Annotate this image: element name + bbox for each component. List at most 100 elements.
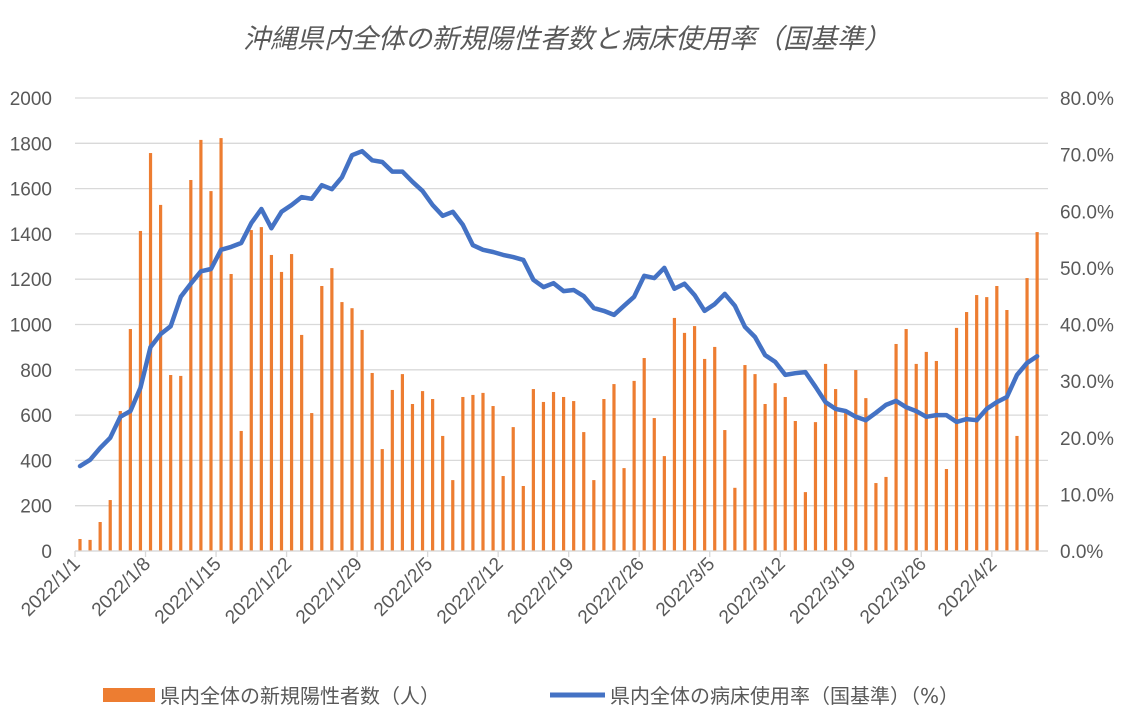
y-right-tick-label: 70.0%	[1060, 146, 1114, 167]
bar	[491, 406, 495, 551]
bar	[98, 522, 102, 551]
x-tick-label: 2022/2/19	[504, 554, 579, 629]
bar	[128, 329, 132, 551]
y-right-tick-label: 0.0%	[1060, 542, 1103, 563]
bar	[330, 268, 334, 551]
chart-title: 沖縄県内全体の新規陽性者数と病床使用率（国基準）	[243, 24, 891, 55]
y-left-tick-label: 1800	[10, 134, 52, 155]
y-right-tick-label: 20.0%	[1060, 429, 1114, 450]
bar	[924, 351, 928, 551]
bar	[189, 179, 193, 552]
bar	[1025, 278, 1029, 551]
bar	[612, 384, 616, 551]
y-left-tick-label: 800	[20, 361, 52, 382]
bar	[642, 358, 646, 551]
line-path	[77, 148, 1040, 469]
bar	[864, 398, 868, 551]
line-series	[77, 148, 1040, 469]
bar	[733, 487, 737, 551]
bar	[884, 476, 888, 551]
bar	[572, 401, 576, 551]
bar	[340, 302, 344, 551]
legend-line-label: 県内全体の病床使用率（国基準）（%）	[610, 684, 959, 708]
bar	[118, 411, 122, 551]
bar	[249, 230, 253, 551]
y-left-tick-label: 0	[41, 542, 52, 563]
bar	[723, 430, 727, 551]
x-tick-label: 2022/2/26	[574, 554, 649, 629]
bar	[763, 404, 767, 551]
bar	[289, 254, 294, 551]
bar	[773, 383, 777, 551]
bar	[400, 374, 404, 551]
y-left-tick-label: 400	[20, 451, 52, 472]
bar	[451, 480, 455, 551]
bar	[441, 435, 445, 551]
bar	[823, 363, 828, 551]
bar	[521, 485, 525, 551]
x-tick-label: 2022/1/1	[17, 554, 84, 621]
bar	[753, 374, 757, 551]
bar	[219, 138, 223, 551]
bar	[602, 399, 606, 551]
bar	[531, 389, 535, 551]
bar	[592, 480, 596, 551]
bar	[541, 401, 546, 551]
bar	[995, 285, 999, 551]
legend-bar-label: 県内全体の新規陽性者数（人）	[160, 684, 440, 708]
bar	[159, 204, 163, 551]
x-tick-label: 2022/1/8	[88, 554, 155, 621]
bar	[834, 389, 838, 551]
bar	[803, 492, 807, 551]
bar	[420, 391, 425, 551]
y-axis-right: 0.0% 10.0% 20.0% 30.0% 40.0% 50.0% 60.0% 70.0% 8…	[1060, 89, 1114, 563]
bar	[844, 413, 848, 551]
x-tick-label: 2022/4/2	[934, 554, 1001, 621]
bar	[975, 295, 979, 551]
bar	[410, 404, 415, 551]
legend-bar-swatch	[103, 688, 155, 702]
bar	[632, 380, 636, 551]
y-right-tick-label: 10.0%	[1060, 485, 1114, 506]
bar	[965, 312, 969, 551]
x-tick-label: 2022/1/29	[292, 554, 367, 629]
bar	[209, 191, 213, 552]
y-left-tick-label: 1200	[10, 270, 52, 291]
bar	[431, 399, 435, 551]
bar	[662, 456, 666, 551]
bar	[934, 360, 938, 551]
bar	[108, 500, 112, 551]
bar	[279, 271, 284, 551]
bar	[954, 327, 959, 551]
bar	[501, 476, 505, 551]
bar	[310, 413, 314, 551]
bar	[380, 449, 384, 551]
bar	[894, 343, 898, 551]
y-left-tick-label: 200	[20, 497, 52, 518]
bar	[1005, 310, 1009, 551]
bar	[713, 346, 717, 551]
y-right-tick-label: 50.0%	[1060, 259, 1114, 280]
bar	[461, 396, 465, 551]
bar	[169, 375, 173, 551]
y-right-tick-label: 80.0%	[1060, 89, 1114, 110]
bar	[360, 329, 364, 551]
y-left-tick-label: 1600	[10, 180, 52, 201]
x-axis: 2022/1/1 2022/1/82022/1/152022/1/222022/1…	[17, 550, 1048, 629]
bar	[370, 372, 374, 551]
bar	[229, 273, 233, 551]
bar	[672, 317, 677, 551]
bar	[390, 389, 394, 551]
bar	[551, 391, 556, 551]
bar	[793, 420, 797, 551]
y-right-tick-label: 60.0%	[1060, 202, 1114, 223]
bar	[239, 430, 243, 551]
legend: 県内全体の新規陽性者数（人） 県内全体の病床使用率（国基準）（%）	[103, 684, 959, 708]
bar	[300, 334, 304, 551]
y-right-tick-label: 40.0%	[1060, 316, 1114, 337]
bar	[471, 394, 475, 551]
y-left-tick-label: 2000	[10, 89, 52, 110]
bar	[88, 539, 92, 551]
x-tick-label: 2022/2/12	[433, 554, 508, 629]
y-left-tick-label: 1400	[10, 225, 52, 246]
